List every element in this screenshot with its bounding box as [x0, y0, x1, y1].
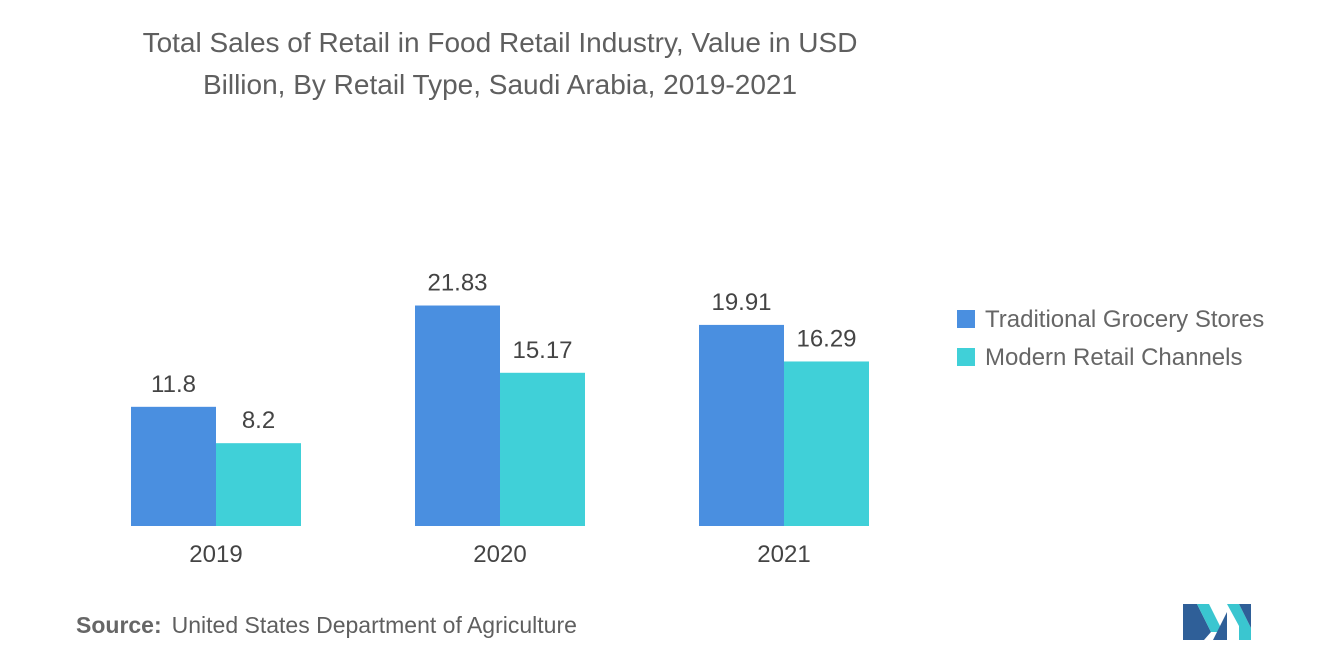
data-label-traditional-grocery-stores-2019: 11.8 — [151, 371, 196, 398]
mordor-intelligence-logo-icon — [1183, 604, 1251, 640]
chart-title-line-1: Total Sales of Retail in Food Retail Ind… — [142, 27, 858, 58]
chart-title-line-2: Billion, By Retail Type, Saudi Arabia, 2… — [202, 69, 798, 100]
legend-label-modern-retail-channels: Modern Retail Channels — [985, 344, 1242, 371]
chart-title: Total Sales of Retail in Food Retail Ind… — [60, 22, 940, 106]
x-tick-label-2019: 2019 — [189, 541, 242, 568]
bar-traditional-grocery-stores-2020 — [415, 305, 500, 526]
data-label-modern-retail-channels-2019: 8.2 — [242, 407, 275, 434]
data-label-traditional-grocery-stores-2021: 19.91 — [711, 289, 771, 316]
x-tick-label-2020: 2020 — [473, 541, 526, 568]
bar-modern-retail-channels-2019 — [216, 443, 301, 526]
bar-modern-retail-channels-2021 — [784, 361, 869, 526]
data-label-modern-retail-channels-2020: 15.17 — [512, 337, 572, 364]
bar-traditional-grocery-stores-2019 — [131, 406, 216, 526]
legend-swatch-traditional-grocery-stores — [957, 310, 975, 328]
legend-swatch-modern-retail-channels — [957, 348, 975, 366]
source-note: Source: United States Department of Agric… — [76, 612, 577, 639]
x-tick-label-2021: 2021 — [757, 541, 810, 568]
bar-traditional-grocery-stores-2021 — [699, 324, 784, 526]
data-label-modern-retail-channels-2021: 16.29 — [796, 325, 856, 352]
source-text: United States Department of Agriculture — [171, 612, 577, 638]
bar-modern-retail-channels-2020 — [500, 372, 585, 526]
data-label-traditional-grocery-stores-2020: 21.83 — [427, 270, 487, 297]
legend-label-traditional-grocery-stores: Traditional Grocery Stores — [985, 306, 1264, 333]
source-label: Source: — [76, 612, 162, 638]
